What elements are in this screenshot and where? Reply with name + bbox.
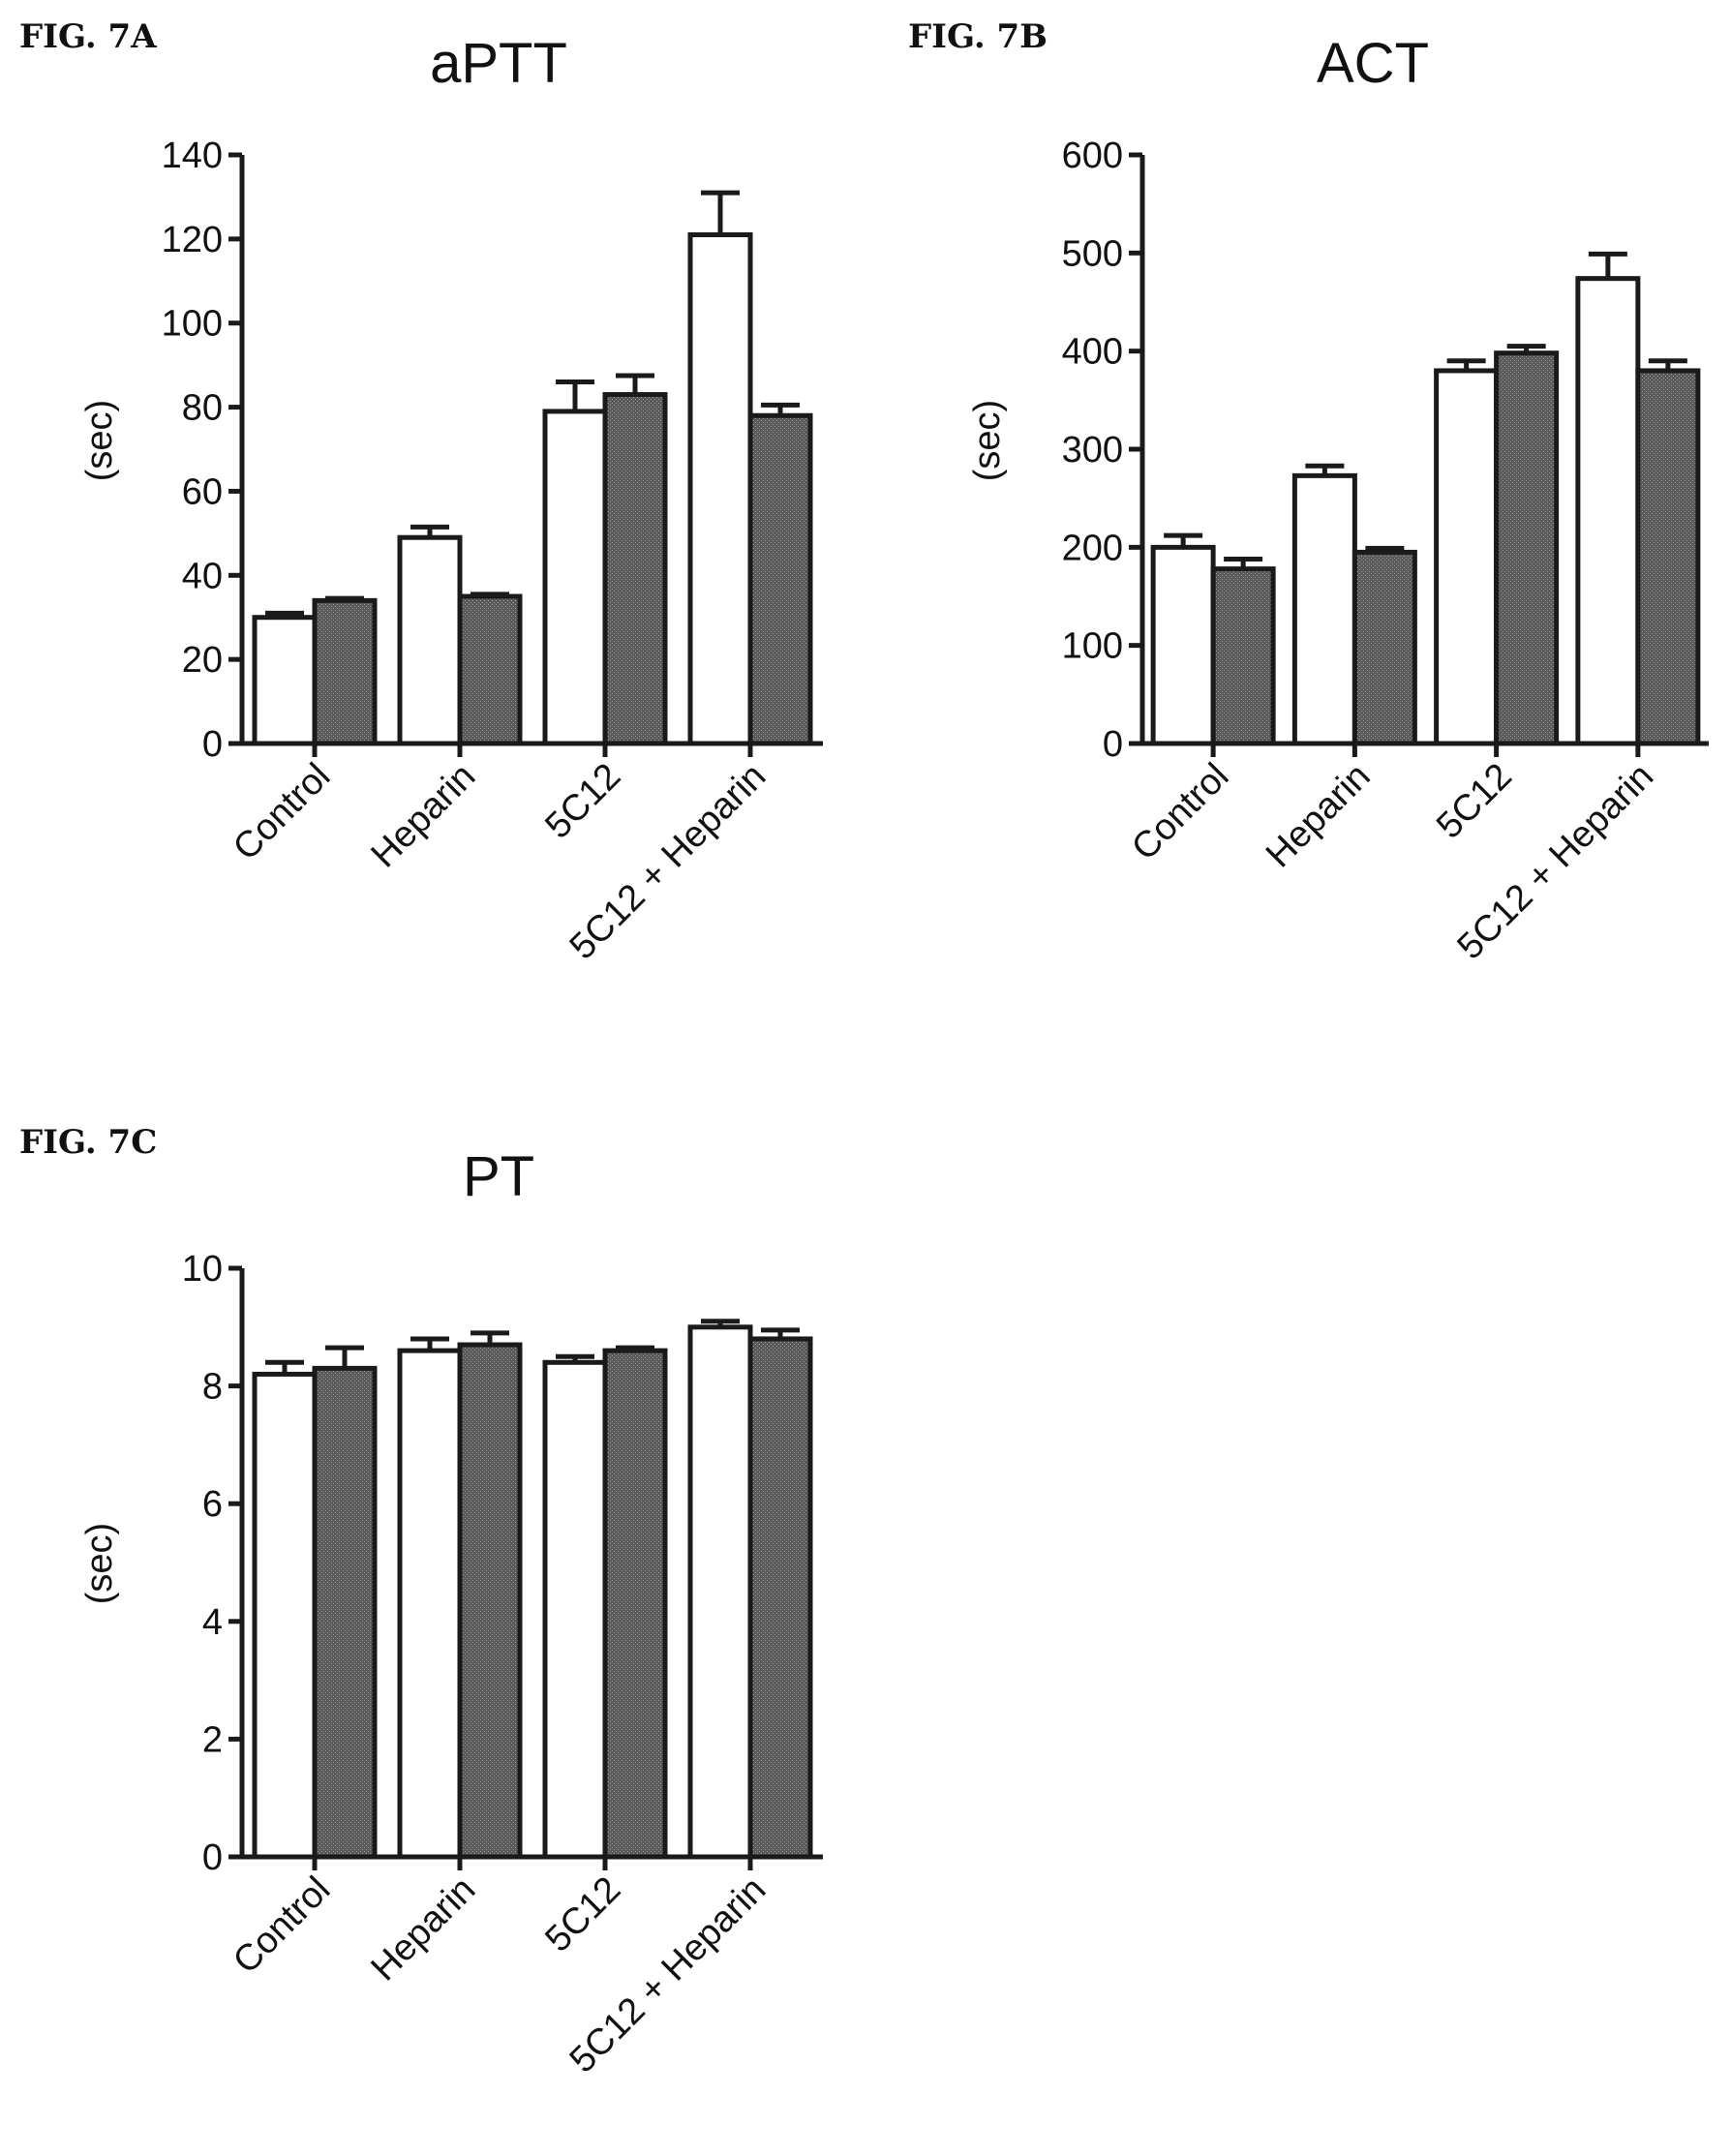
- bar-open: [1575, 276, 1641, 746]
- category-label: Heparin: [364, 1869, 484, 1989]
- chart-title: aPTT: [430, 32, 567, 95]
- category-label: 5C12: [1429, 756, 1520, 847]
- chart-title: PT: [463, 1145, 534, 1208]
- bar-open: [252, 1371, 318, 1860]
- bar-open: [1150, 544, 1216, 746]
- bar-filled: [1210, 566, 1276, 746]
- y-tick-label: 40: [182, 556, 223, 596]
- y-axis-label: (sec): [967, 400, 1008, 481]
- y-axis-label: (sec): [79, 400, 120, 481]
- y-tick-label: 0: [202, 724, 223, 765]
- bar-filled: [457, 593, 523, 746]
- bar-open: [252, 615, 318, 746]
- y-tick-label: 400: [1062, 332, 1123, 373]
- y-tick-label: 500: [1062, 233, 1123, 274]
- y-tick-label: 80: [182, 388, 223, 429]
- y-tick-label: 600: [1062, 136, 1123, 176]
- y-tick-label: 120: [162, 220, 223, 260]
- y-tick-label: 60: [182, 471, 223, 512]
- bar-filled: [747, 1336, 813, 1860]
- bar-open: [687, 232, 753, 746]
- y-tick-label: 140: [162, 136, 223, 176]
- bar-open: [397, 534, 463, 746]
- category-label: 5C12: [537, 1869, 628, 1960]
- bar-open: [397, 1348, 463, 1860]
- bar-open: [542, 409, 608, 746]
- bar-filled: [1494, 350, 1560, 746]
- bar-filled: [747, 412, 813, 746]
- category-label: Control: [226, 1869, 338, 1982]
- y-tick-label: 6: [202, 1484, 223, 1525]
- bar-filled: [457, 1342, 523, 1860]
- y-tick-label: 0: [1103, 724, 1123, 765]
- figure-label-7b: FIG. 7B: [908, 17, 1048, 56]
- y-tick-label: 4: [202, 1602, 223, 1643]
- y-tick-label: 20: [182, 640, 223, 681]
- y-tick-label: 100: [1062, 626, 1123, 667]
- figure-label-7c: FIG. 7C: [19, 1123, 158, 1162]
- category-label: 5C12: [537, 756, 628, 847]
- bar-filled: [312, 1365, 378, 1860]
- bar-filled: [602, 392, 668, 746]
- bar-open: [687, 1324, 753, 1860]
- category-label: Control: [226, 756, 338, 868]
- bar-open: [542, 1359, 608, 1860]
- bar-filled: [602, 1348, 668, 1860]
- y-axis-label: (sec): [79, 1523, 120, 1604]
- figure-label-7a: FIG. 7A: [19, 17, 157, 56]
- y-tick-label: 0: [202, 1837, 223, 1878]
- bar-open: [1434, 368, 1500, 746]
- bar-filled: [1351, 549, 1417, 746]
- bar-filled: [312, 597, 378, 746]
- y-tick-label: 10: [182, 1249, 223, 1290]
- y-tick-label: 2: [202, 1719, 223, 1760]
- chart-0: aPTT (sec) 0 20 40 60 80 100 120 140 Control Hepari…: [79, 32, 823, 967]
- y-tick-label: 100: [162, 304, 223, 345]
- y-tick-label: 300: [1062, 430, 1123, 471]
- category-label: Heparin: [364, 756, 484, 876]
- y-tick-label: 8: [202, 1367, 223, 1408]
- category-label: Control: [1124, 756, 1236, 868]
- chart-title: ACT: [1317, 32, 1429, 95]
- bar-filled: [1635, 368, 1701, 746]
- y-tick-label: 200: [1062, 528, 1123, 568]
- bar-open: [1291, 472, 1357, 746]
- category-label: Heparin: [1259, 756, 1379, 876]
- chart-1: ACT (sec) 0 100 200 300 400 500 600 Control Hepari…: [967, 32, 1709, 967]
